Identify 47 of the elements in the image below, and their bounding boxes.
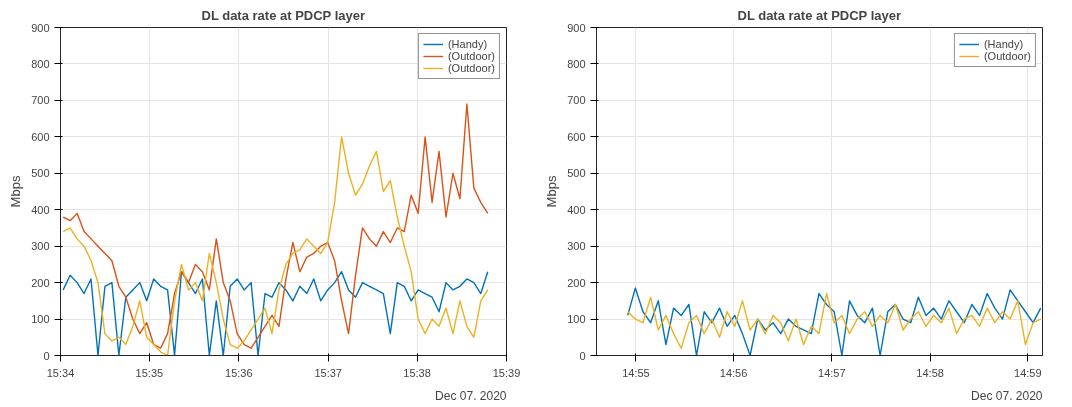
legend-label: (Outdoor) — [983, 50, 1031, 62]
y-tick-label: 400 — [567, 203, 586, 216]
x-tick-label: 15:34 — [46, 366, 75, 379]
line-series — [626, 287, 1042, 356]
line-series — [62, 136, 489, 356]
y-tick-label: 200 — [31, 276, 50, 289]
x-tick-label: 15:39 — [492, 366, 521, 379]
x-tick-label: 15:36 — [225, 366, 253, 379]
y-tick-label: 100 — [567, 313, 586, 326]
chart-title: DL data rate at PDCP layer — [737, 7, 902, 23]
y-tick-label: 900 — [31, 21, 50, 34]
y-tick-label: 800 — [31, 57, 50, 70]
legend-label: (Outdoor) — [447, 50, 495, 62]
y-tick-label: 100 — [31, 313, 50, 326]
y-tick-label: 300 — [567, 240, 586, 253]
y-tick-label: 900 — [567, 21, 586, 34]
line-series — [62, 103, 489, 349]
legend-label: (Handy) — [447, 38, 488, 50]
line-series — [626, 292, 1042, 349]
y-tick-label: 200 — [567, 276, 586, 289]
x-tick-label: 15:37 — [314, 366, 342, 379]
x-tick-label: 14:55 — [622, 366, 650, 379]
x-tick-label: 14:56 — [719, 366, 748, 379]
legend-label: (Handy) — [983, 38, 1024, 50]
text: Dec 07. 2020 — [435, 388, 507, 403]
y-tick-label: 400 — [31, 203, 50, 216]
y-tick-label: 500 — [31, 167, 50, 180]
y-tick-label: 600 — [31, 130, 50, 143]
y-tick-label: 300 — [31, 240, 50, 253]
y-tick-label: 0 — [579, 349, 586, 362]
text: Dec 07. 2020 — [971, 388, 1043, 403]
y-tick-label: 700 — [567, 94, 586, 107]
y-axis-title: Mbps — [8, 175, 24, 208]
x-tick-label: 15:35 — [135, 366, 164, 379]
y-tick-label: 600 — [567, 130, 586, 143]
line-series — [62, 270, 489, 356]
x-tick-label: 14:58 — [916, 366, 944, 379]
y-tick-label: 700 — [31, 94, 50, 107]
y-tick-label: 800 — [567, 57, 586, 70]
chart-title: DL data rate at PDCP layer — [201, 7, 366, 23]
legend-label: (Outdoor) — [447, 62, 495, 74]
y-tick-label: 0 — [43, 349, 50, 362]
x-tick-label: 15:38 — [403, 366, 431, 379]
x-tick-label: 14:57 — [818, 366, 846, 379]
y-axis-title: Mbps — [544, 175, 560, 208]
x-tick-label: 14:59 — [1014, 366, 1042, 379]
y-tick-label: 500 — [567, 167, 586, 180]
